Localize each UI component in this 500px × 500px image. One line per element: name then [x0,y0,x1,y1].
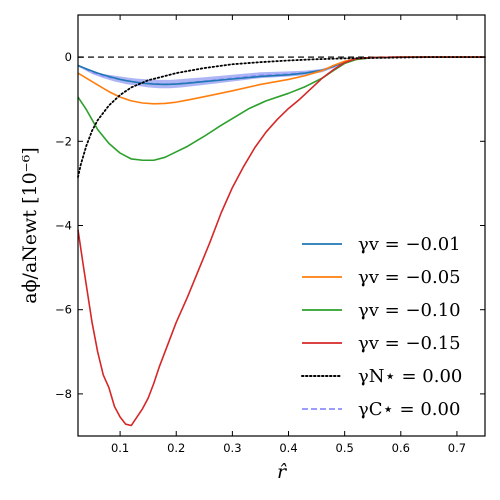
y-tick-label: −2 [55,134,72,148]
legend: γv = −0.01 γv = −0.05 γv = −0.10 γv = −0.15… [301,234,462,420]
legend-label-5: γN⋆ = 0.00 [358,366,462,387]
legend-label-4: γv = −0.15 [358,333,461,354]
ticks-layer: 0.1 0.2 0.3 0.4 0.5 0.6 0.7 0 −2 −4 −6 −8 [55,15,485,455]
x-tick-label: 0.6 [392,441,410,455]
y-tick-label: −8 [55,387,72,401]
y-tick-label: 0 [65,50,72,64]
x-axis-label: r̂ [277,461,288,483]
series-line-5 [77,56,486,178]
x-tick-label: 0.3 [223,441,241,455]
x-tick-label: 0.5 [336,441,354,455]
band-gamma-c [78,57,485,89]
legend-label-2: γv = −0.05 [358,267,461,288]
x-tick-label: 0.1 [111,441,129,455]
legend-label-3: γv = −0.10 [358,300,461,321]
legend-label-6: γC⋆ = 0.00 [358,399,460,420]
plot-frame [77,14,486,437]
series-line-4 [77,56,485,427]
y-tick-label: −6 [55,303,72,317]
series-layer [77,56,486,427]
x-tick-label: 0.7 [448,441,466,455]
x-tick-label: 0.4 [279,441,297,455]
legend-label-1: γv = −0.01 [358,234,461,255]
y-tick-label: −4 [55,219,72,233]
x-tick-label: 0.2 [167,441,185,455]
y-axis-label: aϕ/aNewt [10⁻⁶] [19,147,41,303]
